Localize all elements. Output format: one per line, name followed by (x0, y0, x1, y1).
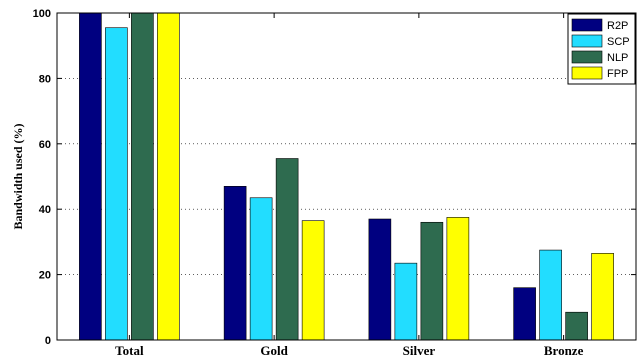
bar-nlp-gold (275, 158, 299, 341)
legend-label-r2p: R2P (607, 20, 628, 32)
y-tick-label: 100 (33, 8, 51, 20)
y-axis-label: Bandwidth used (%) (11, 123, 25, 229)
bar-scp-gold (249, 197, 273, 341)
legend-label-fpp: FPP (607, 68, 628, 80)
x-axis-labels: Total Gold Silver Bronze (115, 13, 584, 358)
bar-r2p-silver (368, 218, 392, 341)
legend: R2P SCP NLP FPP (567, 13, 636, 85)
y-axis-ticks: 0 20 40 60 80 100 (33, 8, 636, 347)
legend-swatch-nlp (571, 50, 603, 64)
bar-r2p-total (79, 12, 102, 341)
x-tick-label-total: Total (115, 343, 144, 358)
x-tick-label-silver: Silver (403, 343, 436, 358)
x-tick-label-bronze: Bronze (544, 343, 584, 358)
y-tick-label: 80 (39, 73, 51, 85)
bar-fpp-total (157, 12, 180, 341)
bar-scp-bronze (539, 249, 562, 341)
legend-swatch-fpp (571, 66, 603, 80)
y-tick-label: 60 (39, 139, 51, 151)
bar-fpp-silver (446, 217, 470, 341)
bar-r2p-bronze (513, 287, 536, 341)
y-tick-label: 40 (39, 204, 51, 216)
legend-label-scp: SCP (607, 36, 630, 48)
bar-fpp-gold (301, 220, 325, 341)
x-tick-label-gold: Gold (260, 343, 288, 358)
bar-nlp-total (131, 12, 154, 341)
legend-swatch-scp (571, 34, 603, 48)
bars (79, 12, 614, 341)
bar-scp-silver (394, 262, 418, 341)
bar-fpp-bronze (591, 253, 614, 341)
bar-nlp-bronze (565, 311, 588, 341)
y-tick-label: 0 (45, 335, 51, 347)
bar-r2p-gold (223, 186, 247, 341)
y-tick-label: 20 (39, 270, 51, 282)
legend-label-nlp: NLP (607, 52, 628, 64)
bar-nlp-silver (420, 221, 444, 341)
legend-swatch-r2p (571, 18, 603, 32)
bar-scp-total (105, 27, 128, 341)
plot-frame (56, 12, 637, 341)
